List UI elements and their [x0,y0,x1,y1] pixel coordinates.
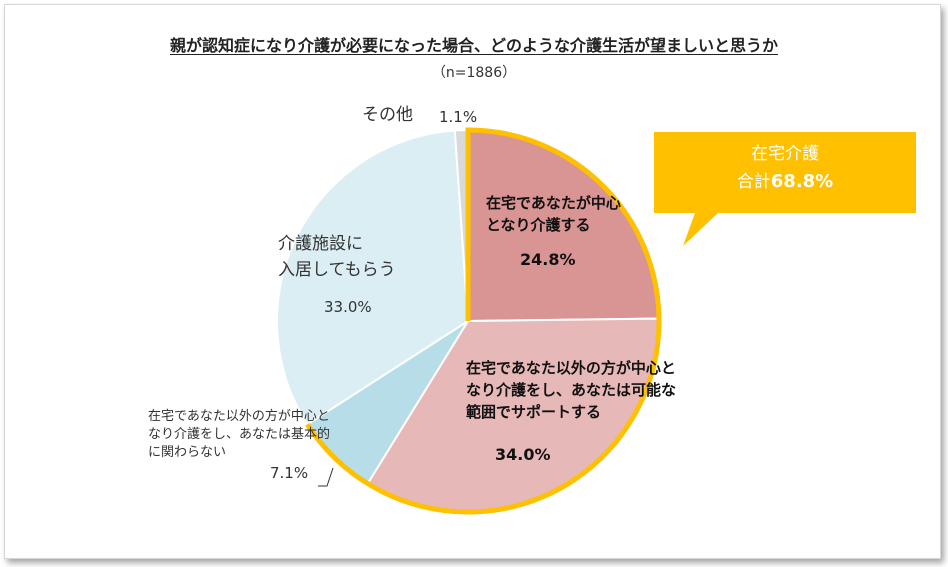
slice-label-others-home-care-support: 在宅であなた以外の方が中心と なり介護をし、あなたは可能な 範囲でサポートする [466,359,677,421]
slice-value-others-home-care-no-involvement: 7.1% [270,464,309,482]
home-care-callout: 在宅介護 合計68.8% [656,142,914,195]
pie-slice-care-facility [276,129,470,426]
leader-line-7pct [318,467,334,487]
home-care-callout-box [654,132,916,246]
slice-label-self-home-care: 在宅であなたが中心 となり介護する [486,194,621,234]
slice-value-others-home-care-support: 34.0% [495,445,551,464]
slice-label-others-home-care-no-involvement: 在宅であなた以外の方が中心と なり介護をし、あなたは基本的 に関わらない [148,409,331,461]
slice-label-other: その他 [362,105,413,125]
home-care-highlight-arc [305,127,662,515]
slice-label-care-facility: 介護施設に 入居してもらう [278,234,396,280]
callout-title: 在宅介護 [751,144,819,164]
chart-subtitle: （n=1886） [431,65,517,81]
slice-value-care-facility: 33.0% [324,298,372,316]
slice-value-other: 1.1% [439,108,478,126]
chart-title: 親が認知症になり介護が必要になった場合、どのような介護生活が望ましいと思うか [169,36,778,55]
callout-total: 合計68.8% [736,170,834,192]
slice-value-self-home-care: 24.8% [520,250,576,269]
